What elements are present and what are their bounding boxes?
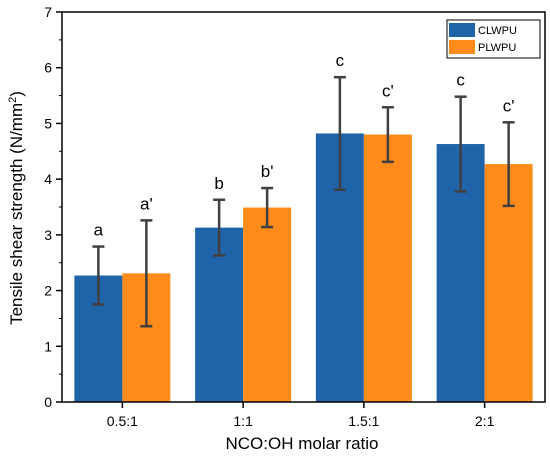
error-bar-clwpu-1 xyxy=(213,198,226,257)
y-tick-label-0: 0 xyxy=(44,394,52,410)
y-tick-label-4: 4 xyxy=(44,171,52,187)
significance-label-clwpu-2: c xyxy=(336,51,345,70)
error-bar-clwpu-2 xyxy=(333,75,346,191)
legend-label-plwpu: PLWPU xyxy=(478,42,516,54)
error-bar-plwpu-1 xyxy=(261,186,274,229)
x-tick-label-3: 2:1 xyxy=(475,413,495,429)
y-tick-label-6: 6 xyxy=(44,60,52,76)
significance-label-plwpu-0: a' xyxy=(140,194,153,213)
bars-layer xyxy=(74,133,533,403)
y-tick-label-2: 2 xyxy=(44,283,52,299)
bar-plwpu-1 xyxy=(243,207,292,402)
x-tick-label-2: 1.5:1 xyxy=(348,413,379,429)
x-axis-title: NCO:OH molar ratio xyxy=(225,434,378,453)
significance-label-plwpu-2: c' xyxy=(382,81,394,100)
legend: CLWPU PLWPU xyxy=(446,19,541,59)
legend-swatch-clwpu xyxy=(449,23,475,37)
significance-label-plwpu-3: c' xyxy=(503,96,515,115)
y-axis-title: Tensile shear strength (N/mm2) xyxy=(7,91,26,325)
significance-label-clwpu-0: a xyxy=(94,221,104,240)
y-tick-label-3: 3 xyxy=(44,227,52,243)
x-tick-label-1: 1:1 xyxy=(233,413,253,429)
significance-label-plwpu-1: b' xyxy=(261,162,274,181)
significance-label-clwpu-3: c xyxy=(456,71,465,90)
legend-swatch-plwpu xyxy=(449,40,475,54)
y-tick-label-5: 5 xyxy=(44,115,52,131)
error-bar-clwpu-3 xyxy=(454,95,467,193)
bar-plwpu-2 xyxy=(363,134,412,403)
x-tick-label-0: 0.5:1 xyxy=(107,413,138,429)
error-bars-layer xyxy=(92,75,515,328)
legend-label-clwpu: CLWPU xyxy=(478,25,517,37)
error-bar-clwpu-0 xyxy=(92,245,105,306)
y-tick-label-1: 1 xyxy=(44,338,52,354)
significance-label-clwpu-1: b xyxy=(214,174,223,193)
axes-layer: 0 1 2 3 4 5 6 7 0.5:1 1:1 1.5:1 2:1 xyxy=(44,4,546,429)
y-tick-label-7: 7 xyxy=(44,4,52,20)
significance-labels-layer: a b c c a' b' c' c' xyxy=(94,51,515,239)
error-bar-plwpu-0 xyxy=(140,219,153,328)
error-bar-plwpu-3 xyxy=(502,121,515,208)
error-bar-plwpu-2 xyxy=(381,106,394,164)
